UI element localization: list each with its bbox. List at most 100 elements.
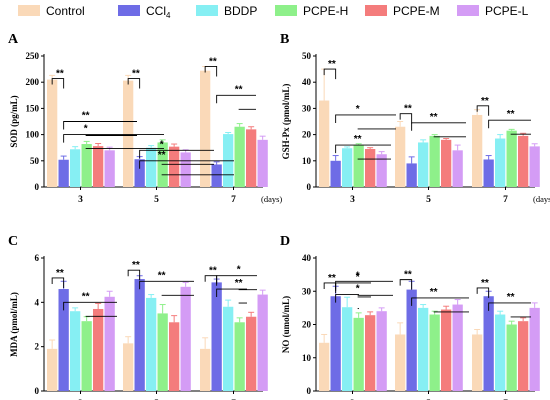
y-tick-label: 40 <box>302 253 312 263</box>
significance-mark: * <box>160 139 164 150</box>
panel-label: C <box>8 234 18 249</box>
bar-CCl4 <box>134 279 145 391</box>
legend-label: PCPE-H <box>303 4 348 18</box>
y-tick-label: 0 <box>35 182 40 192</box>
y-tick-label: 150 <box>26 103 40 113</box>
bar-PCPE-H <box>353 317 364 391</box>
bar-PCPE-M <box>518 321 529 391</box>
bar-PCPE-M <box>365 315 376 391</box>
bar-PCPE-H <box>234 322 245 391</box>
significance-bracket <box>399 113 413 124</box>
significance-mark: ** <box>235 84 243 95</box>
bar-BDDP <box>418 307 429 391</box>
legend-item-4: PCPE-M <box>365 4 440 18</box>
bar-Control <box>200 70 211 187</box>
y-tick-label: 20 <box>302 320 312 330</box>
significance-bracket <box>139 280 194 290</box>
bar-CCl4 <box>134 159 145 187</box>
y-tick-label: 0 <box>35 386 40 396</box>
significance-mark: ** <box>507 109 515 120</box>
significance-mark: * <box>356 284 360 295</box>
y-tick-label: 30 <box>302 103 312 113</box>
significance-mark: ** <box>430 287 438 298</box>
legend-item-3: PCPE-H <box>275 4 348 18</box>
bar-PCPE-L <box>452 150 463 187</box>
x-tick-label: 7 <box>503 195 508 205</box>
significance-bracket <box>411 122 466 131</box>
bar-BDDP <box>342 307 353 391</box>
x-tick-label: 7 <box>231 195 236 205</box>
legend-swatch <box>275 5 297 16</box>
significance-bracket <box>335 114 396 123</box>
bar-PCPE-H <box>506 324 517 391</box>
bar-CCl4 <box>330 160 341 187</box>
y-tick-label: 40 <box>302 77 312 87</box>
y-tick-label: 100 <box>26 130 40 140</box>
legend-swatch <box>365 5 387 16</box>
bar-PCPE-L <box>180 286 191 391</box>
x-axis-unit: (days) <box>533 194 550 204</box>
significance-bracket <box>411 297 469 306</box>
y-tick-label: 10 <box>302 156 312 166</box>
significance-bracket <box>323 282 337 293</box>
bar-Control <box>472 114 483 187</box>
bar-CCl4 <box>58 289 69 391</box>
y-tick-label: 50 <box>30 156 40 166</box>
y-tick-label: 10 <box>302 353 312 363</box>
bar-PCPE-L <box>257 294 268 391</box>
significance-mark: ** <box>235 278 243 289</box>
legend-label: PCPE-M <box>393 4 440 18</box>
y-axis-label: SOD (pg/mL) <box>9 95 19 147</box>
bar-PCPE-L <box>257 139 268 187</box>
legend-label: PCPE-L <box>485 4 529 18</box>
bar-PCPE-M <box>441 309 452 391</box>
y-tick-label: 250 <box>26 51 40 61</box>
legend-label: Control <box>46 4 85 18</box>
significance-mark: * <box>237 265 241 276</box>
significance-mark: ** <box>158 270 166 281</box>
x-axis-unit: (days) <box>261 194 282 204</box>
bar-Control <box>123 343 134 391</box>
significance-mark: * <box>356 272 360 283</box>
y-tick-label: 200 <box>26 77 40 87</box>
bar-PCPE-M <box>246 129 257 187</box>
bar-PCPE-H <box>429 135 440 187</box>
bar-PCPE-L <box>376 311 387 391</box>
significance-mark: ** <box>507 292 515 303</box>
bar-CCl4 <box>406 289 417 391</box>
bar-PCPE-M <box>246 316 257 391</box>
bar-BDDP <box>342 148 353 187</box>
significance-bracket <box>335 282 371 291</box>
significance-mark: ** <box>158 150 166 161</box>
significance-bracket <box>335 144 391 154</box>
legend-item-1: CCl4 <box>118 4 171 20</box>
panel-label: D <box>280 234 290 249</box>
significance-mark: ** <box>404 270 412 281</box>
significance-bracket <box>216 288 247 298</box>
bar-Control <box>123 80 134 187</box>
significance-bracket <box>323 68 337 80</box>
significance-bracket <box>216 275 257 284</box>
significance-bracket <box>139 149 214 159</box>
significance-bracket <box>399 279 413 290</box>
panel-label: A <box>8 32 19 47</box>
x-axis-unit: (days) <box>533 398 550 400</box>
legend-swatch <box>457 5 479 16</box>
significance-mark: ** <box>209 56 217 67</box>
significance-mark: ** <box>56 69 64 80</box>
bar-CCl4 <box>483 296 494 391</box>
y-tick-label: 4 <box>35 297 40 307</box>
bar-PCPE-H <box>506 130 517 187</box>
significance-mark: * <box>356 104 360 115</box>
y-tick-label: 30 <box>302 286 312 296</box>
bar-PCPE-M <box>441 139 452 187</box>
bar-CCl4 <box>211 164 222 187</box>
significance-mark: ** <box>132 69 140 80</box>
bar-PCPE-H <box>81 144 92 187</box>
significance-mark: ** <box>404 104 412 115</box>
legend-label: BDDP <box>224 4 257 18</box>
significance-mark: ** <box>209 266 217 277</box>
y-axis-label: GSH-Px (pmol/mL) <box>281 84 291 160</box>
